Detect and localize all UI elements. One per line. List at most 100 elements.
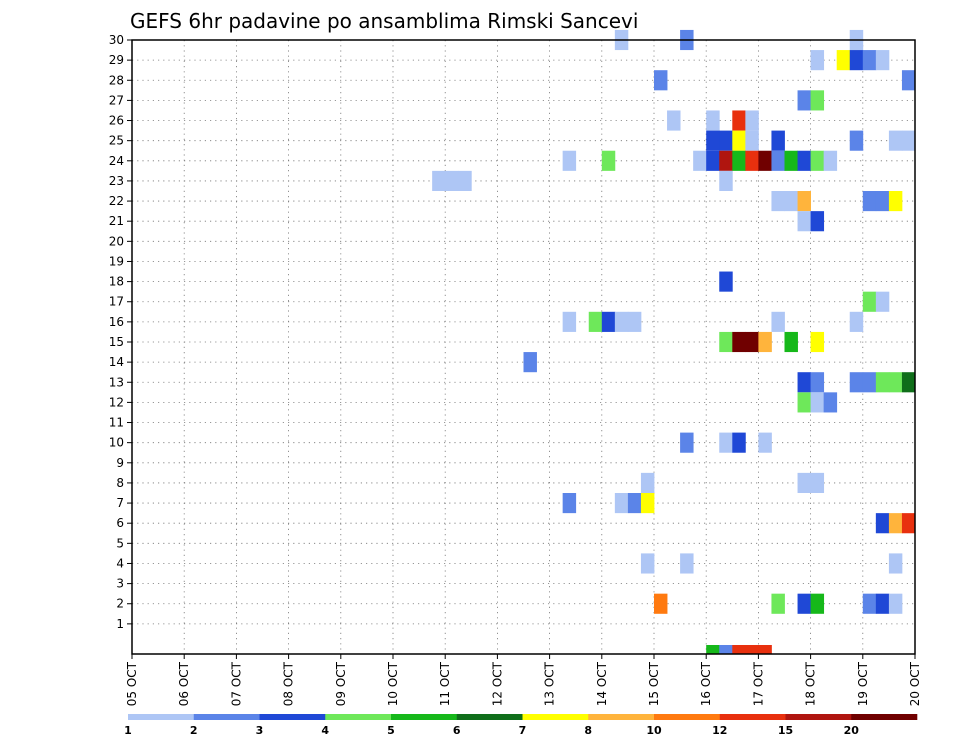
legend-swatch — [785, 714, 852, 720]
legend-swatch — [588, 714, 655, 720]
heatmap-cell — [862, 372, 877, 393]
y-tick-label: 7 — [116, 496, 124, 510]
heatmap-cell — [797, 211, 811, 232]
y-tick-label: 6 — [116, 516, 124, 530]
x-tick-label: 05 OCT — [125, 661, 139, 706]
heatmap-cell — [745, 150, 759, 171]
heatmap-cell — [732, 110, 746, 131]
heatmap-cell — [758, 432, 772, 453]
legend-label: 6 — [453, 724, 461, 737]
heatmap-cell — [797, 593, 811, 614]
chart-title: GEFS 6hr padavine po ansamblima Rimski S… — [130, 9, 638, 33]
y-tick-label: 11 — [109, 416, 124, 430]
legend-swatch — [391, 714, 458, 720]
heatmap-cell — [888, 191, 903, 212]
legend-swatch — [851, 714, 918, 720]
legend-swatch — [456, 714, 523, 720]
x-tick-label: 07 OCT — [229, 661, 243, 706]
y-tick-label: 3 — [116, 577, 124, 591]
x-tick-label: 06 OCT — [177, 661, 191, 706]
x-tick-label: 15 OCT — [647, 661, 661, 706]
heatmap-cell — [823, 392, 838, 413]
heatmap-cell — [875, 513, 890, 534]
legend-label: 12 — [712, 724, 727, 737]
heatmap-cell — [771, 130, 785, 151]
legend-swatch — [654, 714, 721, 720]
x-axis: 05 OCT 06 OCT 07 OCT 08 OCT 09 OCT 10 OCT 11 O… — [125, 654, 922, 706]
heatmap-cell — [888, 130, 903, 151]
strip-cell — [706, 645, 720, 654]
legend-label: 2 — [190, 724, 198, 737]
heatmap-cell — [614, 311, 629, 332]
y-tick-label: 27 — [109, 93, 124, 107]
heatmap-cell — [654, 70, 668, 91]
heatmap-cell — [810, 593, 825, 614]
heatmap-cell — [614, 493, 629, 514]
heatmap-cell — [432, 170, 446, 191]
heatmap-cell — [797, 90, 811, 111]
heatmap-cell — [771, 593, 785, 614]
heatmap-cell — [810, 331, 825, 353]
x-tick-label: 19 OCT — [856, 661, 870, 706]
heatmap-cell — [875, 372, 890, 393]
legend-label: 15 — [778, 724, 793, 737]
legend-swatch — [259, 714, 326, 720]
y-tick-label: 19 — [109, 254, 124, 268]
heatmap-cell — [445, 170, 459, 191]
heatmap-cell — [849, 372, 864, 393]
heatmap-cell — [562, 311, 577, 332]
heatmap-cell — [523, 352, 537, 373]
heatmap-cell — [732, 432, 746, 453]
legend-label: 4 — [321, 724, 329, 737]
heatmap-cell — [901, 130, 916, 151]
y-tick-label: 1 — [116, 617, 124, 631]
heatmap-cell — [758, 150, 772, 171]
legend-label: 7 — [519, 724, 527, 737]
plot-frame — [131, 39, 916, 655]
strip-cell — [732, 645, 746, 654]
heatmap-cell — [849, 50, 864, 71]
heatmap-cell — [810, 211, 825, 232]
strip-cell — [745, 645, 759, 654]
heatmap-cell — [810, 50, 825, 71]
heatmap-cell — [680, 553, 694, 574]
y-tick-label: 24 — [109, 154, 124, 168]
strip-cell — [719, 645, 733, 654]
heatmap-cell — [627, 311, 642, 332]
legend-swatch — [522, 714, 589, 720]
x-tick-label: 12 OCT — [490, 661, 504, 706]
heatmap-cell — [862, 291, 877, 312]
heatmap-cell — [784, 191, 798, 212]
legend-swatch — [325, 714, 392, 720]
heatmap-cell — [862, 593, 877, 614]
heatmap-cell — [588, 311, 603, 332]
heatmap-cell — [667, 110, 681, 131]
heatmap-cell — [758, 331, 772, 353]
heatmap-cell — [654, 593, 668, 614]
heatmap-cell — [562, 493, 577, 514]
legend-label: 3 — [256, 724, 264, 737]
heatmap-cell — [640, 472, 655, 493]
heatmap-cell — [640, 493, 655, 514]
heatmap-cells — [432, 29, 916, 614]
y-tick-label: 21 — [109, 214, 124, 228]
heatmap-cell — [901, 513, 916, 534]
y-tick-label: 10 — [109, 436, 124, 450]
heatmap-cell — [784, 150, 798, 171]
heatmap-cell — [888, 513, 903, 534]
heatmap-cell — [875, 191, 890, 212]
heatmap-cell — [888, 593, 903, 614]
heatmap-cell — [719, 432, 733, 453]
heatmap-cell — [680, 432, 694, 453]
heatmap-cell — [901, 372, 916, 393]
y-tick-label: 22 — [109, 194, 124, 208]
y-tick-label: 14 — [109, 355, 124, 369]
x-tick-label: 11 OCT — [438, 661, 452, 706]
heatmap-cell — [719, 331, 733, 353]
heatmap-cell — [745, 130, 759, 151]
legend-label: 20 — [844, 724, 860, 737]
color-legend: 1 2 3 4 5 6 7 8 10 12 15 20 — [124, 714, 918, 737]
y-tick-label: 5 — [116, 536, 124, 550]
heatmap-cell — [732, 150, 746, 171]
